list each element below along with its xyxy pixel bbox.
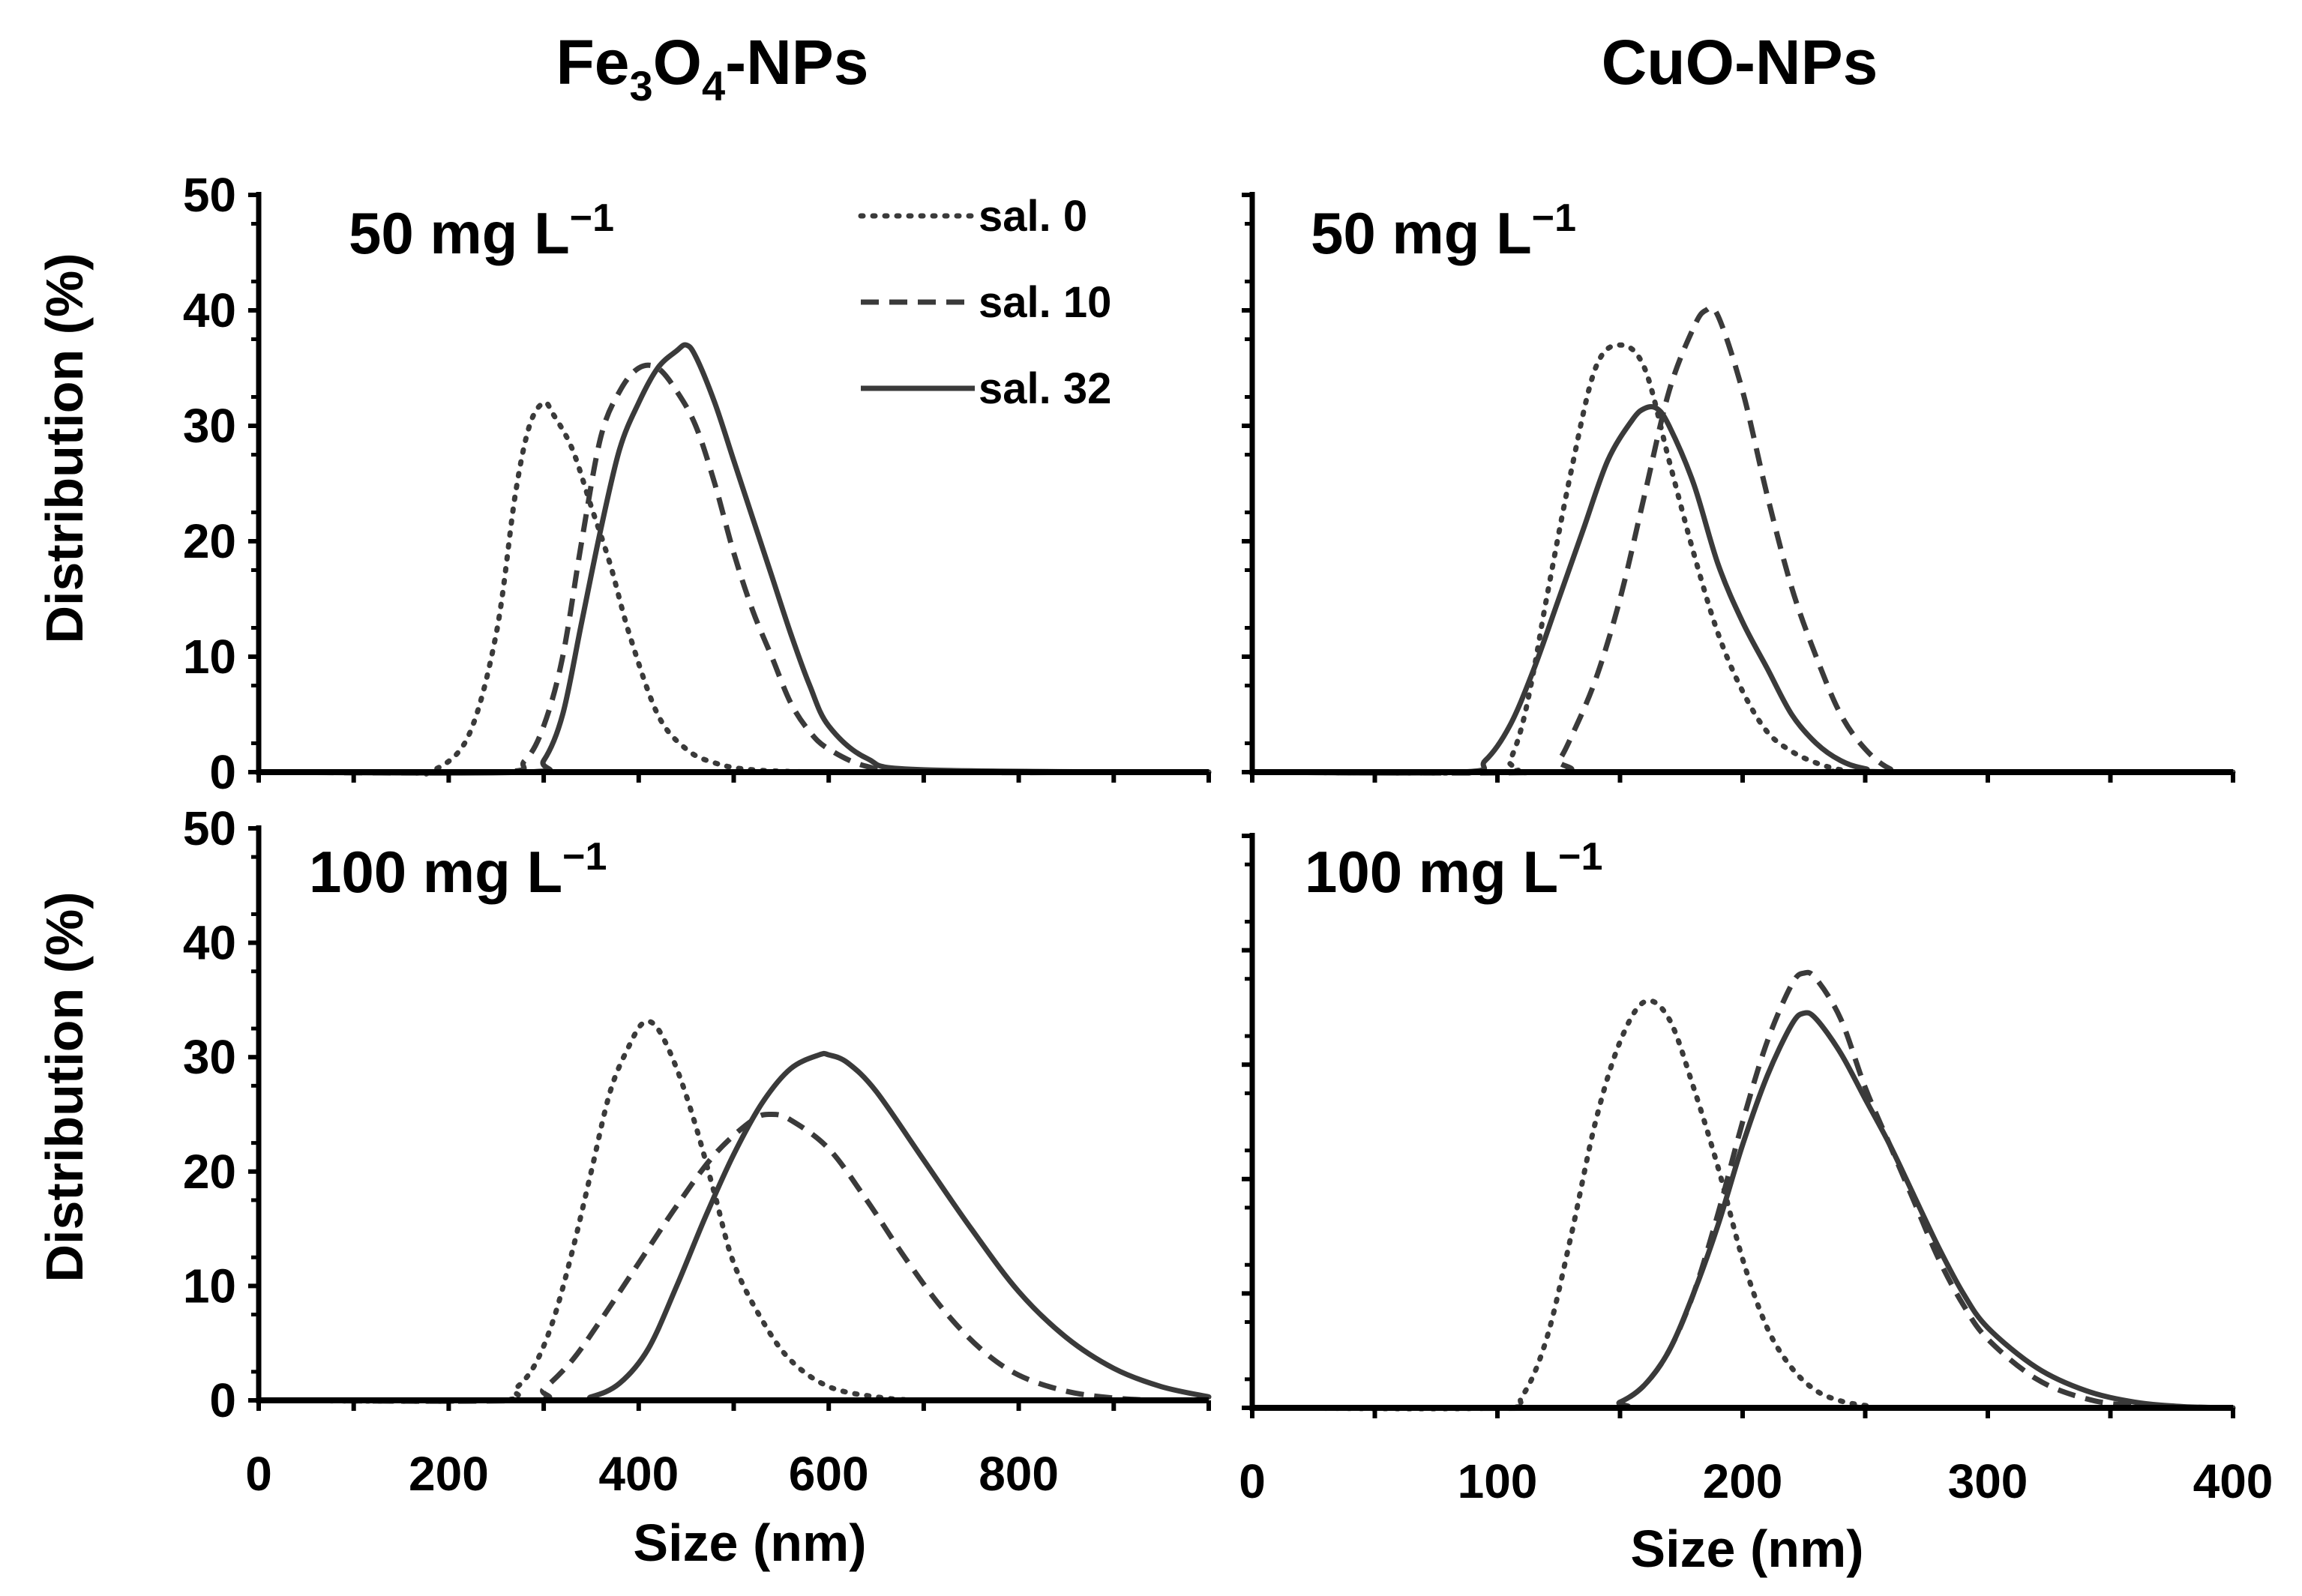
panel-fe3o4-50: 50 mg L−1 0 10 20 30 40 50	[183, 168, 1212, 799]
legend-label-sal10: sal. 10	[979, 278, 1111, 327]
y-tick-label: 0	[209, 745, 236, 799]
x-tick-label: 800	[979, 1447, 1059, 1501]
y-tick-label: 30	[183, 399, 236, 453]
y-tick-label: 30	[183, 1030, 236, 1084]
annotation-sup: −1	[1558, 835, 1602, 879]
series-line-sal-0	[1249, 998, 2236, 1412]
series-line-sal-32	[1249, 403, 2236, 776]
legend: sal. 0 sal. 10 sal. 32	[858, 192, 1111, 413]
annotation-sup: −1	[562, 835, 607, 879]
series-line-sal-0	[1249, 342, 2236, 776]
xlabel-left: Size (nm)	[633, 1514, 866, 1572]
y-tick-label: 10	[183, 1259, 236, 1313]
annotation-text: 100 mg L	[1305, 839, 1558, 905]
series-line-sal-0	[256, 1018, 1212, 1404]
panel-cuo-50: 50 mg L−1	[1242, 192, 2236, 783]
y-tick-label: 50	[183, 801, 236, 855]
legend-label-sal0: sal. 0	[979, 192, 1087, 241]
series-line-sal-10	[1251, 304, 2234, 776]
col-title-fe3o4: Fe3O4-NPs	[556, 27, 868, 109]
annotation-text: 100 mg L	[309, 839, 562, 905]
series-line-sal-10	[258, 1111, 1209, 1404]
y-tick-label: 50	[183, 168, 236, 222]
panel-annotation: 100 mg L−1	[309, 835, 607, 905]
series-line-sal-10	[258, 362, 1209, 776]
panel-cuo-100: 100 mg L−1 0 100 200 300 400	[1239, 833, 2273, 1508]
annotation-text: 50 mg L	[349, 200, 570, 266]
x-tick-label: 0	[245, 1447, 272, 1501]
x-tick-label: 200	[1703, 1454, 1783, 1508]
panel-fe3o4-100: 100 mg L−1 0 10 20 30 40 50 0 200 400 600 800	[183, 801, 1212, 1501]
y-tick-label: 10	[183, 630, 236, 684]
x-tick-label: 600	[789, 1447, 869, 1501]
ylabel-top: Distribution (%)	[35, 253, 94, 643]
panel-annotation: 50 mg L−1	[1311, 196, 1576, 266]
x-tick-label: 400	[2193, 1454, 2274, 1508]
series-line-sal-32	[1249, 1010, 2236, 1412]
xlabel-right: Size (nm)	[1630, 1520, 1863, 1578]
annotation-text: 50 mg L	[1311, 200, 1532, 266]
x-tick-label: 200	[409, 1447, 489, 1501]
y-tick-label: 40	[183, 283, 236, 337]
series-line-sal-32	[256, 1050, 1212, 1403]
x-tick-label: 300	[1948, 1454, 2028, 1508]
panel-annotation: 50 mg L−1	[349, 196, 614, 266]
y-tick-label: 20	[183, 1145, 236, 1199]
series-line-sal-32	[256, 342, 1212, 776]
y-tick-label: 20	[183, 514, 236, 568]
x-tick-label: 100	[1458, 1454, 1538, 1508]
panel-annotation: 100 mg L−1	[1305, 835, 1602, 905]
x-tick-label: 0	[1239, 1454, 1266, 1508]
annotation-sup: −1	[1532, 196, 1576, 240]
series-line-sal-0	[256, 400, 1212, 777]
col-title-cuo: CuO-NPs	[1602, 27, 1878, 97]
ylabel-bottom: Distribution (%)	[35, 891, 94, 1282]
y-tick-label: 0	[209, 1373, 236, 1427]
series-line-sal-10	[1251, 969, 2234, 1412]
x-tick-label: 400	[598, 1447, 679, 1501]
legend-label-sal32: sal. 32	[979, 364, 1111, 413]
annotation-sup: −1	[570, 196, 614, 240]
y-tick-label: 40	[183, 916, 236, 970]
